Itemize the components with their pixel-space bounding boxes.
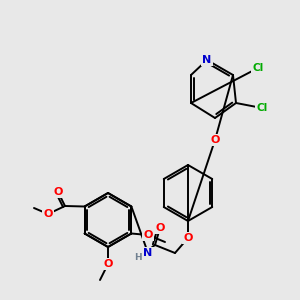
Text: O: O (183, 233, 193, 243)
Text: H: H (134, 254, 142, 262)
Text: O: O (43, 209, 53, 219)
Text: O: O (210, 135, 220, 145)
Text: O: O (103, 259, 113, 269)
Text: O: O (155, 223, 165, 233)
Text: O: O (143, 230, 153, 240)
Text: N: N (143, 248, 153, 258)
Text: Cl: Cl (252, 63, 264, 73)
Text: O: O (53, 187, 63, 197)
Text: N: N (202, 55, 211, 65)
Text: H: H (134, 254, 142, 262)
Text: Cl: Cl (256, 103, 268, 113)
